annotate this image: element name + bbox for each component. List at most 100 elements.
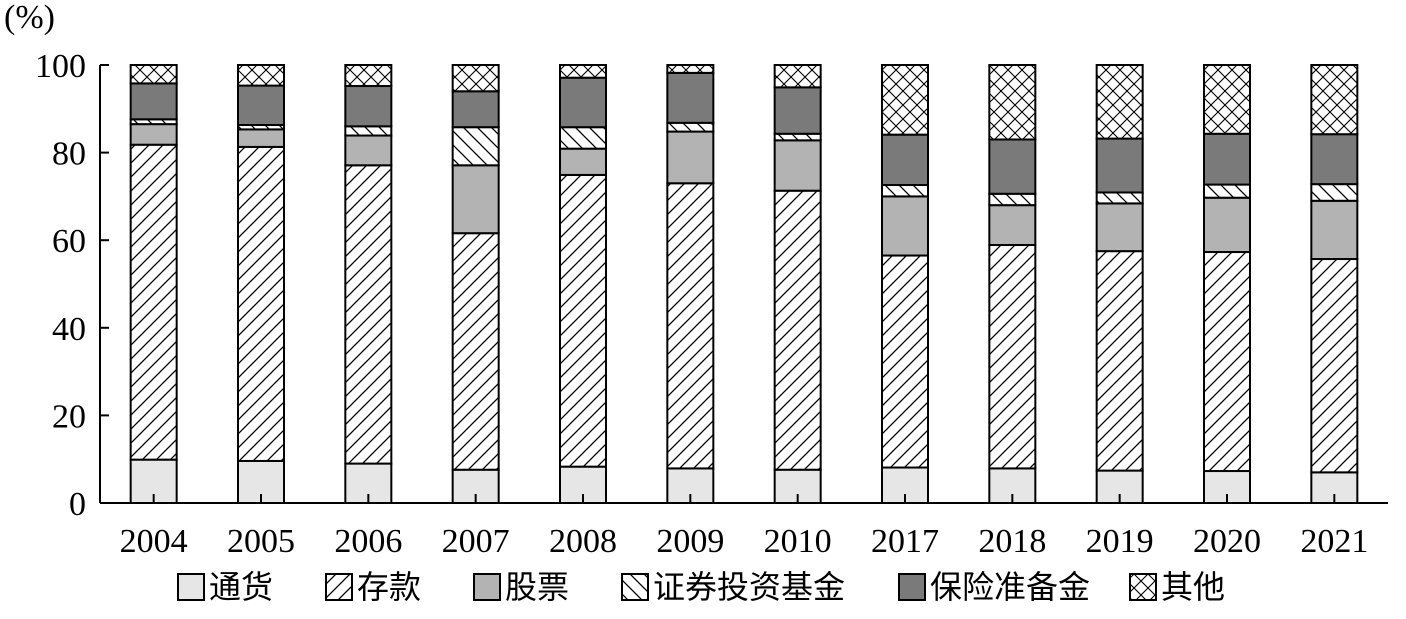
bar-segment <box>988 64 1037 141</box>
bar-segment <box>1203 251 1251 473</box>
legend-swatch <box>898 573 926 601</box>
bar-segment <box>559 76 607 129</box>
bar-segment <box>881 133 929 187</box>
bar-segment <box>881 64 929 136</box>
legend-item: 保险准备金 <box>898 568 1090 606</box>
bar-segment <box>773 189 822 471</box>
legend-item: 存款 <box>325 568 421 606</box>
bar-stack-2017 <box>881 64 929 505</box>
bar-segment <box>129 82 178 121</box>
x-tick-label: 2004 <box>120 523 188 560</box>
bar-segment <box>237 64 285 87</box>
bar-segment <box>666 121 715 133</box>
bar-segment <box>237 128 285 148</box>
x-tick-label: 2018 <box>978 523 1046 560</box>
bar-segment <box>1095 137 1144 194</box>
bar-segment <box>773 64 822 89</box>
x-tick-label: 2006 <box>334 523 402 560</box>
bar-segment <box>237 84 285 127</box>
bar-segment <box>773 86 822 135</box>
legend-label: 保险准备金 <box>930 568 1090 606</box>
legend-item: 通货 <box>177 568 273 606</box>
legend-swatch <box>1129 573 1157 601</box>
x-axis: 2004 2005 2006 2007 2008 2009 2010 2017 2018 2019… <box>100 494 1388 560</box>
bar-segment <box>1310 64 1359 136</box>
bar-segment <box>1095 191 1144 205</box>
bar-segment <box>344 125 393 137</box>
x-tick-label: 2010 <box>764 523 832 560</box>
bar-segment <box>344 85 393 128</box>
bar-segment <box>1095 250 1144 472</box>
x-tick-label: 2008 <box>549 523 617 560</box>
bar-stack-2020 <box>1203 64 1251 504</box>
bar-segment <box>666 64 715 74</box>
bar-segment <box>988 244 1037 470</box>
y-unit-label: (%) <box>4 0 55 36</box>
y-tick-label: 40 <box>52 311 86 348</box>
bar-segment <box>559 147 607 176</box>
bar-segment <box>1310 199 1359 261</box>
legend-item: 其他 <box>1129 568 1225 606</box>
bar-segment <box>1310 133 1359 186</box>
x-tick-label: 2020 <box>1193 523 1261 560</box>
legend-label: 证券投资基金 <box>653 568 845 606</box>
bar-stack-2019 <box>1095 64 1144 505</box>
legend-swatch <box>177 573 205 601</box>
bar-segment <box>988 192 1037 207</box>
legend-swatch <box>325 573 353 601</box>
bar-segment <box>1095 202 1144 253</box>
bar-segment <box>559 173 607 468</box>
bar-segment <box>129 64 178 85</box>
y-tick-label: 20 <box>52 398 86 435</box>
bar-segment <box>773 139 822 192</box>
y-tick-label: 0 <box>69 486 86 523</box>
bar-segment <box>1203 196 1251 254</box>
bar-stack-2021 <box>1310 64 1359 504</box>
bar-segment <box>559 126 607 150</box>
bar-segment <box>344 164 393 465</box>
bar-segment <box>451 232 500 471</box>
legend-item: 证券投资基金 <box>621 568 845 606</box>
x-tick-label: 2005 <box>227 523 295 560</box>
bar-segment <box>344 64 393 88</box>
x-tick-label: 2019 <box>1086 523 1154 560</box>
bar-segment <box>666 130 715 185</box>
bar-segment <box>559 64 607 79</box>
bar-segment <box>1095 64 1144 140</box>
legend-item: 股票 <box>473 568 569 606</box>
x-tick-label: 2009 <box>656 523 724 560</box>
bar-stack-2018 <box>988 64 1037 505</box>
bar-segment <box>1203 183 1251 199</box>
bar-segment <box>1310 258 1359 474</box>
bar-stack-2006 <box>344 64 393 504</box>
bar-segment <box>881 254 929 469</box>
legend: 通货 存款 股票 证券投资基金 保险准备金 其他 <box>177 568 1225 606</box>
bar-segment <box>1203 132 1251 186</box>
legend-label: 通货 <box>209 568 273 606</box>
bar-segment <box>1310 183 1359 202</box>
bar-segment <box>666 182 715 470</box>
bar-stack-2009 <box>666 64 715 505</box>
bars <box>129 64 1359 505</box>
bar-segment <box>988 138 1037 195</box>
legend-swatch <box>621 573 649 601</box>
y-tick-label: 80 <box>52 136 86 173</box>
y-tick-label: 60 <box>52 223 86 260</box>
bar-stack-2008 <box>559 64 607 504</box>
bar-stack-2005 <box>237 64 285 504</box>
bar-segment <box>451 164 500 235</box>
x-tick-label: 2021 <box>1300 523 1368 560</box>
legend-label: 股票 <box>505 568 569 606</box>
legend-swatch <box>473 573 501 601</box>
bar-stack-2004 <box>129 64 178 504</box>
bar-segment <box>881 184 929 198</box>
bar-segment <box>129 143 178 461</box>
bar-segment <box>129 123 178 146</box>
bar-segment <box>451 64 500 93</box>
bar-segment <box>451 90 500 129</box>
bar-segment <box>344 134 393 167</box>
bar-stack-2007 <box>451 64 500 505</box>
y-tick-label: 100 <box>35 48 86 85</box>
bar-segment <box>237 145 285 462</box>
